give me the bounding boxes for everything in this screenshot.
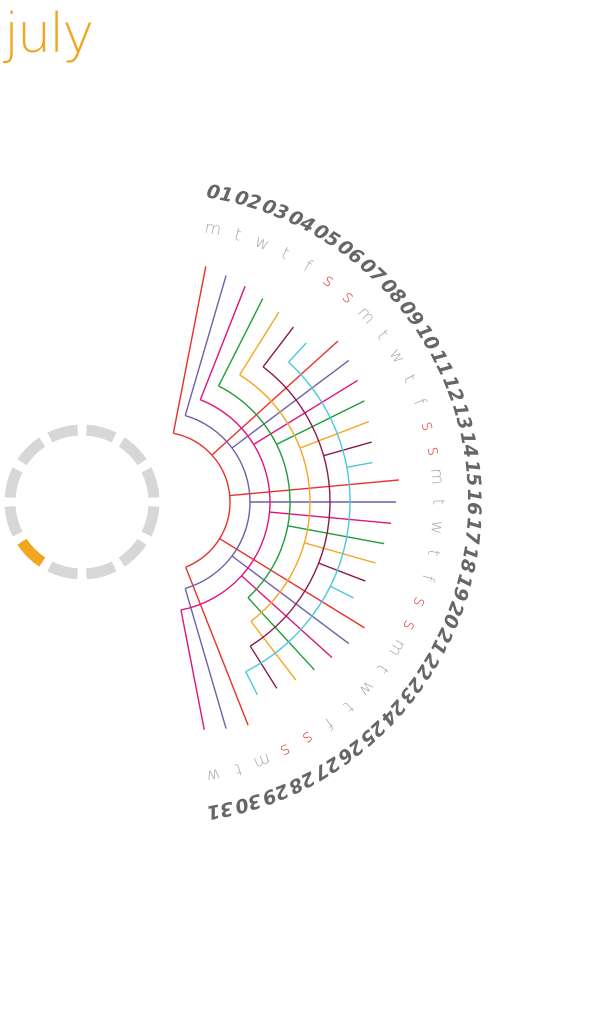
day-spoke (219, 538, 365, 629)
day-weekday-label: t (339, 697, 357, 716)
day-number: 29 (259, 779, 292, 809)
day-number: 18 (455, 544, 481, 574)
day-spoke (304, 542, 376, 564)
day-weekday-label: s (338, 287, 358, 308)
day-weekday-label: s (398, 617, 420, 634)
day-weekday-label: w (204, 764, 221, 786)
day-spoke (229, 479, 400, 497)
day-weekday-label: s (299, 727, 317, 749)
day-spoke (329, 585, 354, 599)
day-spoke (199, 285, 246, 400)
day-number: 15 (461, 459, 485, 487)
day-weekday-label: f (300, 256, 316, 276)
day-number: 13 (448, 401, 476, 432)
day-weekday-label: w (385, 345, 409, 367)
ring-segment (85, 561, 117, 580)
day-spoke (172, 266, 207, 434)
day-weekday-label: m (251, 748, 274, 773)
day-weekday-label: f (320, 713, 337, 733)
ring-segment-active (17, 538, 46, 567)
weekday-arc (173, 432, 231, 568)
month-title: july (4, 2, 94, 65)
day-spoke (346, 461, 373, 468)
day-weekday-label: t (232, 225, 244, 246)
day-number: 30 (232, 789, 264, 818)
day-spoke (318, 562, 366, 582)
day-number: 02 (232, 186, 264, 215)
day-number: 01 (205, 180, 235, 207)
day-spoke (249, 645, 278, 689)
ring-segment (4, 505, 23, 537)
day-weekday-label: s (408, 594, 430, 609)
day-weekday-label: s (319, 270, 338, 291)
day-weekday-label: s (417, 419, 439, 433)
day-spoke (323, 441, 372, 457)
day-weekday-label: w (252, 232, 272, 256)
day-spoke (184, 588, 227, 729)
day-spoke (287, 525, 385, 545)
day-spoke (231, 555, 350, 645)
day-weekday-label: t (232, 758, 244, 779)
day-spoke (184, 275, 227, 416)
day-weekday-label: t (372, 660, 392, 677)
day-number: 12 (438, 373, 468, 406)
day-spoke (241, 575, 333, 659)
day-number: 17 (460, 517, 484, 546)
day-spoke (262, 326, 294, 368)
day-weekday-label: t (372, 327, 392, 344)
day-weekday-label: f (409, 396, 430, 409)
day-spoke (250, 620, 297, 681)
day-spoke (276, 400, 365, 445)
ring-segment (141, 505, 160, 537)
ring-segment (47, 561, 79, 580)
day-spoke (288, 342, 307, 363)
day-weekday-label: s (277, 739, 294, 761)
day-weekday-label: s (423, 445, 444, 457)
day-spoke (247, 597, 315, 671)
weekday-arc (218, 385, 291, 599)
day-number: 16 (463, 489, 485, 515)
day-spoke (239, 311, 280, 376)
day-weekday-label: t (278, 243, 293, 264)
day-spoke (245, 671, 259, 696)
day-spoke (231, 359, 350, 449)
day-spoke (185, 566, 249, 726)
day-weekday-label: t (428, 499, 448, 506)
day-weekday-label: m (426, 467, 447, 485)
ring-segment (17, 437, 46, 466)
ring-segment (47, 424, 79, 443)
weekday-arc (180, 399, 271, 611)
day-number: 14 (455, 430, 481, 460)
day-spoke (211, 340, 339, 456)
day-weekday-label: m (353, 303, 379, 329)
day-weekday-label: m (203, 218, 223, 241)
weekday-arc (249, 366, 331, 647)
ring-segment (118, 437, 147, 466)
day-weekday-label: w (354, 677, 378, 701)
weekday-arc (245, 361, 351, 673)
progress-ring (4, 424, 160, 580)
day-weekday-label: m (384, 635, 410, 660)
day-spoke (299, 420, 370, 449)
weekday-arc (239, 374, 311, 622)
weekday-connector-lines (172, 266, 400, 730)
day-number: 19 (448, 572, 476, 603)
day-spoke (217, 298, 264, 387)
day-weekday-label: t (423, 548, 444, 558)
day-spoke (180, 609, 205, 730)
ring-segment (141, 467, 160, 499)
day-weekday-label: t (399, 371, 420, 386)
day-weekday-label: f (417, 572, 438, 583)
ring-segment (4, 467, 23, 499)
day-number: 31 (205, 797, 235, 824)
ring-segment (85, 424, 117, 443)
day-weekday-label: w (426, 520, 447, 536)
ring-segment (118, 538, 147, 567)
